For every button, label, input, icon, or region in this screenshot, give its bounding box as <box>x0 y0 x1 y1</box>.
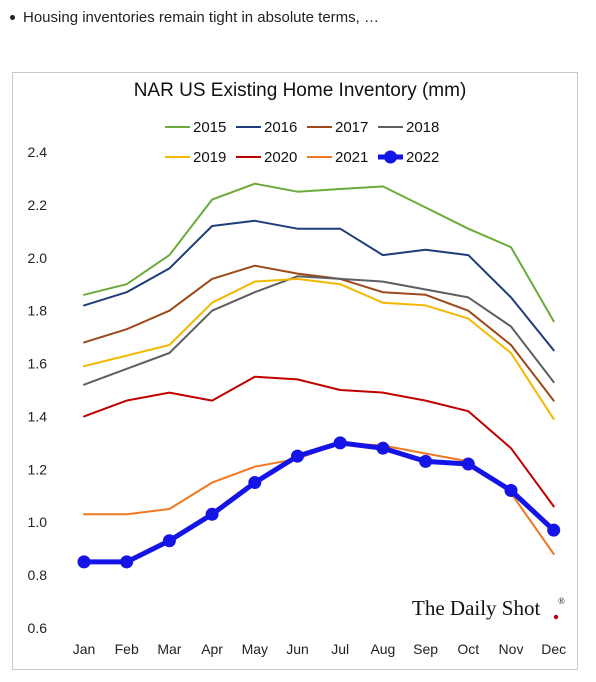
legend-label-2015: 2015 <box>193 119 226 136</box>
legend-label-2016: 2016 <box>264 119 297 136</box>
x-tick-label: Apr <box>201 641 223 657</box>
series-point-2022 <box>248 476 262 490</box>
series-point-2022 <box>162 534 176 548</box>
brand-dot-icon <box>553 614 559 620</box>
x-tick-label: Jan <box>73 641 96 657</box>
series-line-2019 <box>83 277 555 421</box>
y-tick-label: 1.8 <box>28 303 48 319</box>
legend-label-2020: 2020 <box>264 149 297 166</box>
series-line-2020 <box>83 375 555 508</box>
legend-label-2019: 2019 <box>193 149 226 166</box>
x-tick-label: Oct <box>457 641 479 657</box>
series-point-2022 <box>333 436 347 450</box>
series-point-2022 <box>120 555 134 569</box>
legend-label-2022: 2022 <box>406 149 439 166</box>
legend-marker-2022 <box>384 150 397 164</box>
x-tick-label: Aug <box>370 641 395 657</box>
x-tick-label: Feb <box>115 641 139 657</box>
brand-reg-mark: ® <box>558 596 565 606</box>
y-tick-label: 2.0 <box>28 250 48 266</box>
x-tick-label: Dec <box>541 641 566 657</box>
y-tick-label: 0.8 <box>28 567 48 583</box>
chart-title: NAR US Existing Home Inventory (mm) <box>134 80 467 101</box>
brand-logo: The Daily Shot ® <box>412 596 565 620</box>
series-point-2022 <box>504 483 518 497</box>
series-point-2022 <box>291 449 304 463</box>
y-tick-label: 0.6 <box>28 620 48 636</box>
series-point-2022 <box>461 457 475 471</box>
bullet-icon <box>10 15 15 20</box>
y-tick-label: 1.6 <box>28 356 48 372</box>
x-tick-label: Nov <box>499 641 524 657</box>
series-line-2021 <box>83 441 555 555</box>
y-tick-label: 2.4 <box>28 144 48 160</box>
series-line-2018 <box>83 275 555 386</box>
x-axis: Jan Feb Mar Apr May Jun Jul Aug Sep Oct Nov Dec <box>73 641 566 657</box>
bullet-point: Housing inventories remain tight in abso… <box>10 9 379 26</box>
y-axis: 0.6 0.8 1.0 1.2 1.4 1.6 1.8 2.0 2.2 2.4 <box>28 144 48 636</box>
x-tick-label: Mar <box>157 641 181 657</box>
x-tick-label: May <box>242 641 268 657</box>
legend: 2015 2016 2017 2018 2019 2020 2021 2022 <box>165 119 439 166</box>
series-line-2016 <box>83 219 555 352</box>
series-line-2015 <box>83 182 555 323</box>
series-point-2022 <box>547 523 561 537</box>
series-point-2022 <box>205 507 219 521</box>
legend-label-2018: 2018 <box>406 119 439 136</box>
series-line-2017 <box>83 264 555 402</box>
x-tick-label: Jul <box>331 641 349 657</box>
series-layer <box>77 182 561 569</box>
series-point-2022 <box>419 454 433 468</box>
bullet-text: Housing inventories remain tight in abso… <box>23 9 380 26</box>
x-tick-label: Jun <box>286 641 309 657</box>
y-tick-label: 1.2 <box>28 461 48 477</box>
legend-label-2017: 2017 <box>335 119 368 136</box>
y-tick-label: 1.4 <box>28 408 48 424</box>
series-point-2022 <box>77 555 91 569</box>
y-tick-label: 2.2 <box>28 197 48 213</box>
y-tick-label: 1.0 <box>28 514 48 530</box>
legend-label-2021: 2021 <box>335 149 368 166</box>
x-tick-label: Sep <box>413 641 438 657</box>
chart-frame <box>12 72 578 670</box>
series-line-2022 <box>81 440 557 565</box>
brand-name: The Daily Shot <box>412 596 540 620</box>
series-point-2022 <box>376 441 390 455</box>
